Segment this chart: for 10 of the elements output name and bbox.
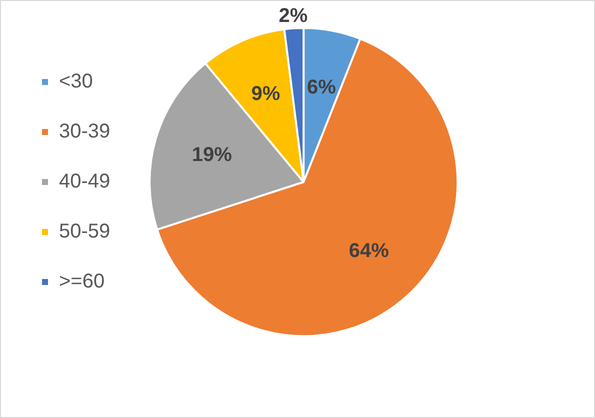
data-label: 19% [192,144,232,166]
legend-label: >=60 [59,270,105,293]
legend-label: <30 [59,70,93,93]
legend-label: 40-49 [59,170,110,193]
data-label: 2% [278,4,308,27]
legend-label: 50-59 [59,220,110,243]
data-label: 6% [307,76,336,99]
legend-label: 30-39 [59,120,110,143]
data-label: 64% [348,240,390,262]
data-label: 9% [251,82,280,105]
